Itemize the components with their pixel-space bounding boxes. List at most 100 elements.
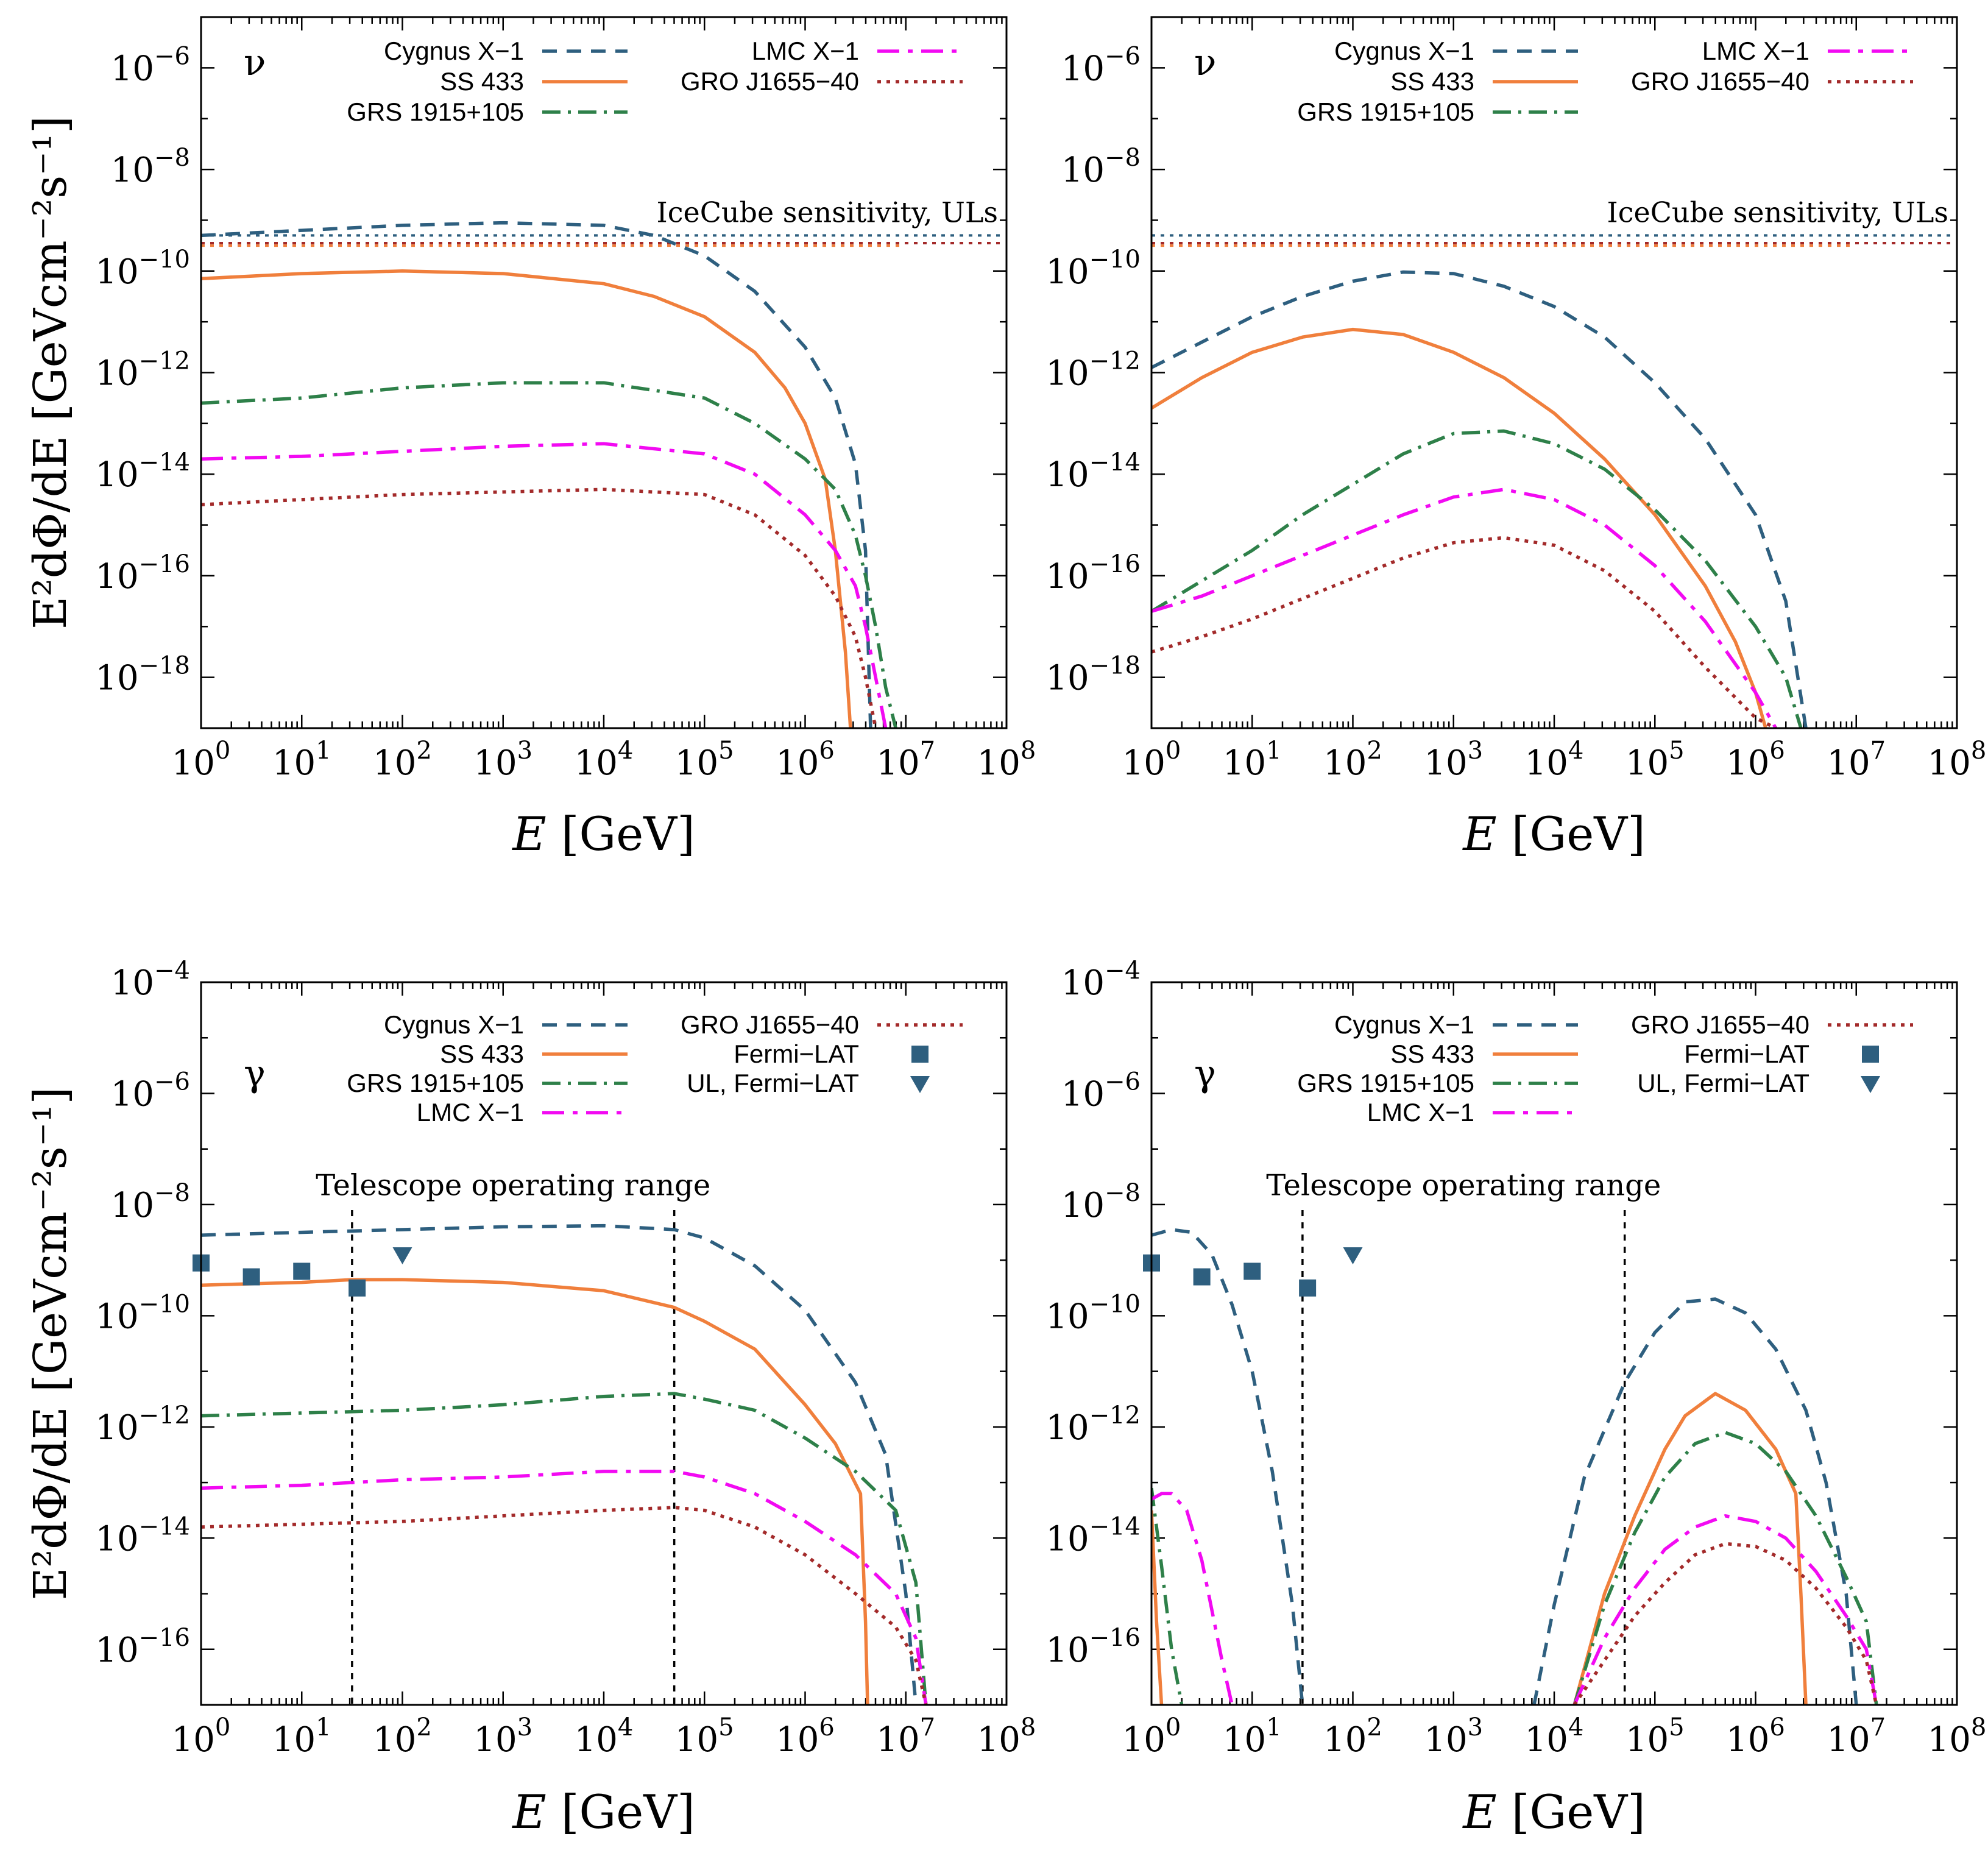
y-tick-label: 10−16 xyxy=(1045,1624,1141,1670)
fermi-lat-ul-point xyxy=(1343,1247,1363,1265)
x-tick-label: 107 xyxy=(1827,737,1886,783)
axis-ticks xyxy=(1150,981,1958,1706)
x-tick-label: 108 xyxy=(1928,737,1987,783)
series-lmc xyxy=(201,442,888,728)
legend-label-gro: GRO J1655−40 xyxy=(681,67,859,96)
x-tick-label: 107 xyxy=(1827,1713,1886,1760)
data-layer xyxy=(1151,1210,1878,1705)
fermi-lat-point xyxy=(1243,1263,1261,1280)
series-grs xyxy=(201,381,897,728)
fermi-lat-point xyxy=(1299,1279,1317,1297)
panel-symbol: ν xyxy=(244,41,266,84)
fermi-lat-point xyxy=(348,1279,366,1297)
series-cygnus xyxy=(1151,270,1808,728)
plot-frame xyxy=(1150,981,1958,1706)
series-cygnus xyxy=(1532,1297,1858,1705)
legend-label-cygnus: Cygnus X−1 xyxy=(1334,1010,1474,1039)
series-lmc xyxy=(201,1470,928,1705)
x-tick-label: 107 xyxy=(876,737,935,783)
series-grs xyxy=(1151,1487,1184,1705)
x-tick-label: 104 xyxy=(575,737,634,783)
x-tick-label: 102 xyxy=(373,1713,432,1760)
series-lmc xyxy=(1151,487,1777,728)
series-lmc xyxy=(1572,1514,1878,1705)
series-gro xyxy=(201,1506,928,1705)
legend-label-ss433: SS 433 xyxy=(440,67,524,96)
x-tick-label: 104 xyxy=(575,1713,634,1760)
x-tick-label: 105 xyxy=(675,1713,734,1760)
series-grs xyxy=(201,1392,928,1705)
x-tick-label: 100 xyxy=(1122,1713,1181,1760)
y-tick-label: 10−12 xyxy=(1045,1401,1141,1448)
series-grs xyxy=(1151,429,1803,728)
x-tick-label: 108 xyxy=(977,1713,1036,1760)
legend-label-grs: GRS 1915+105 xyxy=(1297,1069,1474,1097)
y-tick-label: 10−14 xyxy=(95,1512,190,1559)
legend-label-ss433: SS 433 xyxy=(1390,1040,1474,1068)
plot-frame xyxy=(200,16,1008,729)
fermi-lat-point xyxy=(1193,1268,1211,1286)
x-tick-label: 103 xyxy=(473,1713,532,1760)
y-tick-label: 10−8 xyxy=(1061,144,1141,190)
legend-marker-fermi-ul xyxy=(1861,1076,1880,1093)
x-tick-label: 106 xyxy=(1726,737,1785,783)
legend-label-cygnus: Cygnus X−1 xyxy=(1334,37,1474,65)
series-gro xyxy=(201,487,877,728)
x-tick-label: 103 xyxy=(1424,737,1483,783)
y-tick-label: 10−8 xyxy=(1061,1179,1141,1225)
data-layer xyxy=(1151,234,1954,728)
x-tick-label: 100 xyxy=(1122,737,1181,783)
x-axis-label: E [GeV] xyxy=(511,807,695,861)
icecube-annotation: IceCube sensitivity, ULs xyxy=(657,196,998,228)
x-axis-label: E [GeV] xyxy=(1462,807,1646,861)
legend-label-ss433: SS 433 xyxy=(1390,67,1474,96)
y-tick-label: 10−4 xyxy=(1061,957,1141,1003)
x-tick-label: 101 xyxy=(272,1713,331,1760)
y-tick-label: 10−6 xyxy=(1061,1068,1141,1114)
panel-symbol: γ xyxy=(244,1052,266,1095)
legend-label-lmc: LMC X−1 xyxy=(1702,37,1809,65)
x-tick-label: 100 xyxy=(172,1713,231,1760)
x-tick-label: 108 xyxy=(1928,1713,1987,1760)
y-tick-label: 10−8 xyxy=(111,144,190,190)
axis-ticks xyxy=(200,16,1008,729)
y-axis-label: E²dΦ/dE [GeVcm⁻²s⁻¹] xyxy=(24,116,77,629)
y-tick-label: 10−6 xyxy=(111,42,190,88)
legend-label-gro: GRO J1655−40 xyxy=(1631,1010,1809,1039)
y-axis-label: E²dΦ/dE [GeVcm⁻²s⁻¹] xyxy=(24,1087,77,1601)
panel-symbol: ν xyxy=(1194,41,1216,84)
y-tick-label: 10−14 xyxy=(1045,448,1141,495)
x-tick-label: 105 xyxy=(1625,1713,1685,1760)
legend-label-lmc: LMC X−1 xyxy=(417,1098,524,1127)
y-tick-label: 10−18 xyxy=(95,652,190,698)
x-tick-label: 106 xyxy=(1726,1713,1785,1760)
panel-gamma-left: 100 101 102 103 104 105 106 107 108 10−16 10−14 10−… xyxy=(24,957,1036,1839)
series-gro xyxy=(1572,1542,1878,1705)
y-tick-label: 10−14 xyxy=(1045,1512,1141,1559)
legend-label-grs: GRS 1915+105 xyxy=(347,1069,524,1097)
legend-label-lmc: LMC X−1 xyxy=(1367,1098,1474,1127)
x-tick-label: 100 xyxy=(172,737,231,783)
legend-label-fermi: Fermi−LAT xyxy=(734,1040,859,1068)
x-tick-label: 101 xyxy=(1223,1713,1282,1760)
y-tick-label: 10−12 xyxy=(95,347,190,394)
legend-marker-fermi-ul xyxy=(910,1076,930,1093)
y-tick-label: 10−4 xyxy=(111,957,190,1003)
x-tick-label: 105 xyxy=(1625,737,1685,783)
y-tick-label: 10−16 xyxy=(95,1624,190,1670)
series-ss433 xyxy=(1151,1510,1164,1705)
y-tick-label: 10−16 xyxy=(95,550,190,597)
y-tick-label: 10−12 xyxy=(1045,347,1141,394)
series-cygnus xyxy=(1151,1228,1304,1705)
y-tick-label: 10−6 xyxy=(1061,42,1141,88)
icecube-annotation: IceCube sensitivity, ULs xyxy=(1607,196,1948,228)
x-axis-label: E [GeV] xyxy=(511,1785,695,1839)
y-tick-label: 10−10 xyxy=(1045,1290,1141,1336)
x-tick-label: 107 xyxy=(876,1713,935,1760)
x-tick-label: 103 xyxy=(473,737,532,783)
y-tick-label: 10−16 xyxy=(1045,550,1141,597)
panel-nu-right: 100 101 102 103 104 105 106 107 108 10−18 10−16 10−… xyxy=(1045,16,1987,861)
